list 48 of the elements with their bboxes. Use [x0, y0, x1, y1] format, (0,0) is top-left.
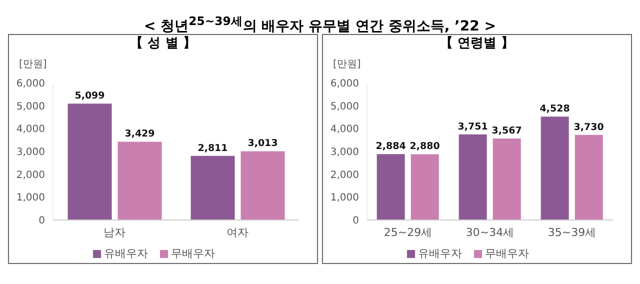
bar	[190, 156, 235, 220]
y-axis-title: [만원]	[333, 58, 361, 71]
data-label: 3,751	[458, 121, 488, 132]
y-tick-label: 5,000	[330, 101, 359, 112]
y-tick-label: 6,000	[330, 78, 359, 90]
data-label: 2,884	[376, 141, 406, 152]
y-tick-label: 3,000	[16, 147, 45, 158]
y-tick-label: 1,000	[16, 192, 45, 204]
y-tick-label: 2,000	[330, 170, 359, 181]
chart-subtitle: 【 성 별 】	[129, 35, 197, 53]
y-tick-label: 2,000	[16, 170, 45, 181]
data-label: 2,880	[410, 141, 440, 152]
data-label: 4,528	[540, 104, 570, 115]
bar	[118, 142, 162, 220]
data-label: 5,099	[74, 90, 105, 102]
y-tick-label: 4,000	[16, 124, 45, 136]
data-label: 3,567	[492, 126, 522, 137]
bar	[540, 116, 569, 220]
x-tick-label: 30~34세	[466, 226, 514, 239]
data-label: 3,013	[248, 138, 278, 150]
legend-label: 무배우자	[171, 246, 215, 261]
y-tick-label: 3,000	[330, 147, 359, 158]
bar	[492, 138, 521, 220]
data-label: 3,429	[124, 128, 155, 140]
chart-subtitle: 【 연령별 】	[438, 35, 516, 53]
legend-label: 유배우자	[418, 246, 462, 261]
x-tick-label: 35~39세	[548, 226, 596, 239]
y-tick-label: 4,000	[330, 124, 359, 136]
x-tick-label: 남자	[104, 226, 126, 239]
y-tick-label: 6,000	[16, 78, 45, 90]
chart-title: < 청년$^{25~39세}$의 배우자 유무별 연간 중위소득, ’22 >	[143, 13, 497, 35]
bar	[410, 154, 439, 220]
y-axis-title: [만원]	[19, 58, 47, 71]
bar	[458, 134, 487, 220]
bar	[240, 151, 285, 220]
y-tick-label: 1,000	[330, 192, 359, 204]
y-tick-label: 0	[38, 216, 45, 227]
legend-label: 무배우자	[485, 246, 529, 261]
legend-label: 유배우자	[104, 246, 148, 261]
data-label: 2,811	[198, 142, 228, 154]
data-label: 3,730	[574, 122, 604, 133]
y-tick-label: 5,000	[16, 101, 45, 112]
bar	[376, 154, 405, 220]
x-tick-label: 25~29세	[384, 226, 432, 239]
x-tick-label: 여자	[226, 226, 248, 239]
bar	[68, 104, 112, 220]
bar	[574, 134, 603, 220]
y-tick-label: 0	[352, 216, 359, 227]
